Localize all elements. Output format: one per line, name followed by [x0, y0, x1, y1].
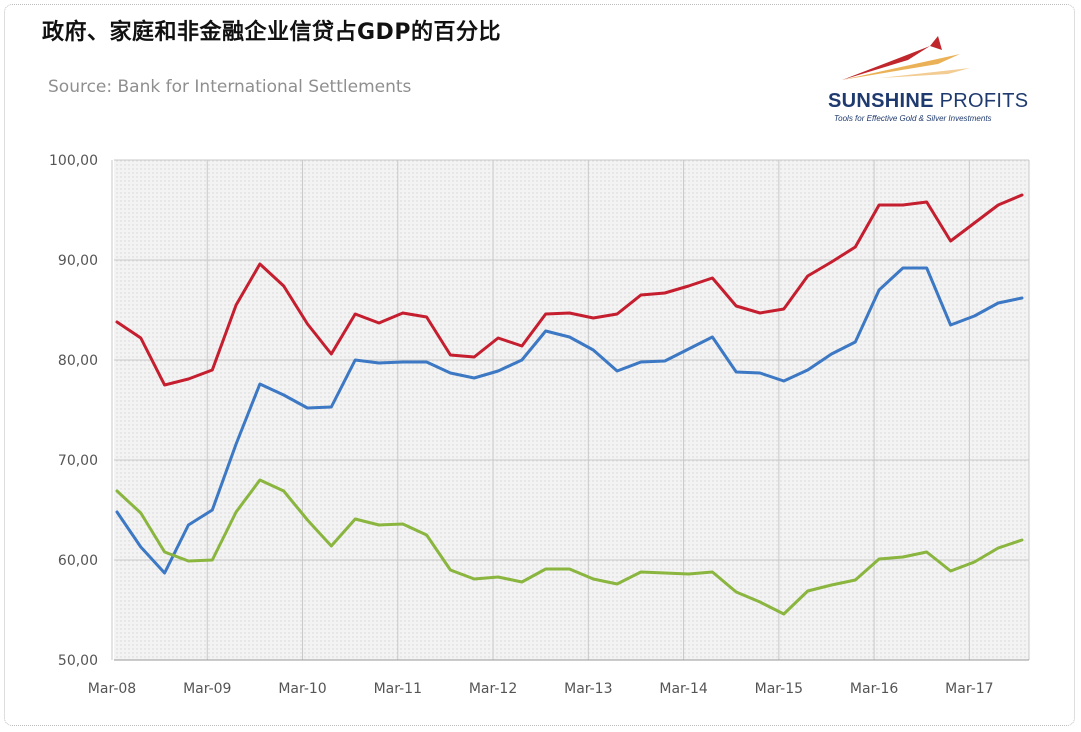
- x-tick-label: Mar-08: [88, 681, 136, 697]
- chart-title: 政府、家庭和非金融企业信贷占GDP的百分比: [42, 20, 501, 45]
- x-tick-label: Mar-16: [850, 681, 898, 697]
- series-line-2: [115, 266, 1024, 575]
- y-tick-label: 90,00: [58, 253, 98, 269]
- y-tick-label: 60,00: [58, 553, 98, 569]
- x-tick-label: Mar-10: [278, 681, 326, 697]
- plot-background: [114, 160, 1029, 660]
- series-lines: [115, 193, 1024, 616]
- x-tick-label: Mar-12: [469, 681, 517, 697]
- x-tick-label: Mar-14: [659, 681, 707, 697]
- y-tick-label: 50,00: [58, 653, 98, 669]
- logo-swoosh-icon: [842, 36, 970, 80]
- series-line-3: [115, 478, 1024, 616]
- y-tick-label: 70,00: [58, 453, 98, 469]
- y-tick-label: 80,00: [58, 353, 98, 369]
- sunshine-profits-logo: SUNSHINE PROFITS Tools for Effective Gol…: [820, 28, 1035, 133]
- logo-tagline: Tools for Effective Gold & Silver Invest…: [834, 114, 992, 123]
- series-line-1: [115, 193, 1024, 387]
- x-tick-label: Mar-13: [564, 681, 612, 697]
- gridlines: [111, 159, 1030, 661]
- x-tick-label: Mar-15: [755, 681, 803, 697]
- x-tick-label: Mar-09: [183, 681, 231, 697]
- chart-frame: [4, 4, 1075, 726]
- chart-source: Source: Bank for International Settlemen…: [48, 77, 412, 97]
- x-axis: Mar-08 Mar-09 Mar-10 Mar-11 Mar-12 Mar-13 Mar-…: [88, 681, 994, 697]
- logo-name: SUNSHINE PROFITS: [828, 90, 1029, 112]
- x-tick-label: Mar-11: [374, 681, 422, 697]
- y-tick-label: 100,00: [49, 153, 98, 169]
- y-axis: 50,00 60,00 70,00 80,00 90,00 100,00: [49, 153, 98, 669]
- x-tick-label: Mar-17: [945, 681, 993, 697]
